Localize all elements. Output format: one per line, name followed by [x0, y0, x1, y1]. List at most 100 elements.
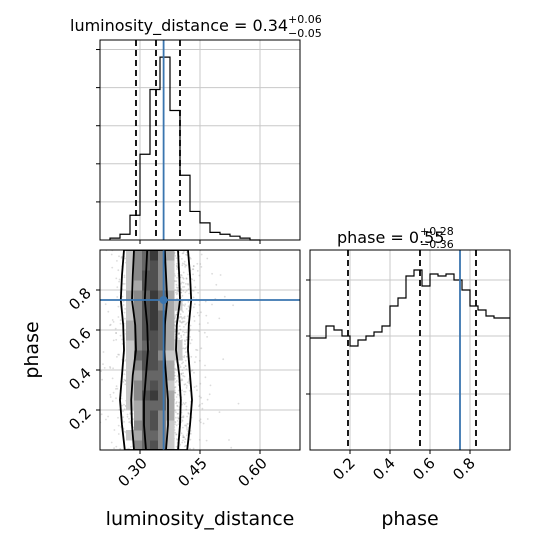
sample-point	[119, 322, 122, 325]
density-block	[166, 290, 175, 301]
density-block	[134, 340, 143, 351]
sample-point	[174, 275, 177, 277]
sample-point	[180, 432, 183, 435]
sample-point	[174, 315, 177, 317]
sample-point	[120, 257, 123, 259]
density-block	[134, 380, 143, 391]
sample-point	[94, 286, 96, 288]
sample-point	[176, 438, 178, 440]
sample-point	[190, 369, 193, 372]
sample-point	[177, 412, 180, 415]
sample-point	[184, 323, 187, 326]
density-block	[134, 280, 143, 291]
sample-point	[113, 429, 116, 431]
title-luminosity-distance: luminosity_distance = 0.34 +0.06 −0.05	[70, 13, 322, 40]
sample-point	[116, 387, 119, 390]
sample-point	[185, 427, 188, 429]
sample-point	[109, 366, 111, 368]
density-block	[174, 350, 183, 361]
hist-ld-steps	[109, 56, 260, 241]
sample-point	[200, 253, 203, 256]
sample-point	[181, 416, 184, 418]
joint-contour-2	[119, 250, 193, 450]
density-block	[166, 270, 175, 281]
density-block	[150, 410, 159, 421]
sample-point	[123, 311, 126, 314]
sample-point	[184, 424, 186, 427]
density-block	[142, 290, 151, 301]
density-block	[150, 400, 159, 411]
sample-point	[180, 316, 183, 319]
sample-point	[115, 388, 117, 390]
sample-point	[195, 356, 197, 358]
sample-point	[181, 281, 184, 284]
sample-point	[186, 385, 188, 387]
sample-point	[110, 253, 113, 256]
density-block	[134, 400, 143, 411]
sample-point	[187, 288, 190, 291]
sample-point	[116, 286, 119, 289]
sample-point	[191, 289, 194, 292]
sample-point	[193, 371, 195, 374]
sample-point	[185, 322, 188, 325]
sample-point	[181, 264, 184, 267]
x-tick-label-phase-0: 0.2	[329, 454, 359, 484]
sample-point	[182, 330, 184, 333]
sample-point	[182, 415, 185, 417]
sample-point	[181, 362, 183, 365]
sample-point	[182, 436, 185, 438]
sample-point	[199, 382, 202, 385]
sample-point	[177, 416, 179, 419]
density-block	[166, 370, 175, 381]
sample-point	[195, 385, 198, 387]
sample-point	[211, 303, 213, 306]
sample-point	[183, 355, 186, 357]
sample-point	[183, 286, 186, 288]
density-block	[166, 330, 175, 341]
sample-point	[186, 381, 189, 384]
density-block	[142, 340, 151, 351]
sample-point	[174, 367, 177, 370]
sample-point	[117, 305, 120, 308]
density-block	[134, 270, 143, 281]
y-axis-label-phase: phase	[21, 321, 43, 378]
sample-point	[181, 294, 184, 297]
density-block	[150, 250, 159, 261]
sample-point	[182, 436, 185, 439]
sample-point	[123, 283, 126, 285]
sample-point	[180, 334, 183, 337]
sample-point	[178, 332, 180, 335]
density-block	[126, 280, 135, 291]
sample-point	[198, 395, 201, 398]
title-ld-prefix: luminosity_distance = 0.34	[70, 16, 288, 36]
sample-point	[181, 389, 183, 392]
sample-point	[208, 393, 211, 396]
sample-point	[101, 378, 103, 381]
sample-point	[185, 277, 188, 280]
sample-point	[118, 255, 120, 258]
sample-point	[193, 315, 196, 318]
sample-point	[189, 447, 191, 450]
density-block	[158, 380, 167, 391]
sample-point	[182, 361, 185, 364]
density-block	[158, 350, 167, 361]
sample-point	[189, 336, 191, 338]
sample-point	[175, 257, 178, 259]
sample-point	[112, 367, 114, 370]
sample-point	[111, 319, 114, 321]
sample-point	[104, 303, 107, 306]
sample-point	[181, 369, 184, 371]
sample-point	[112, 339, 115, 342]
density-block	[158, 400, 167, 411]
sample-point	[198, 404, 201, 406]
sample-point	[181, 441, 184, 444]
sample-point	[186, 434, 188, 437]
sample-point	[175, 283, 178, 286]
sample-point	[198, 419, 201, 422]
sample-point	[117, 316, 120, 318]
sample-point	[111, 266, 114, 269]
density-block	[150, 260, 159, 271]
density-block	[166, 250, 175, 261]
sample-point	[176, 290, 178, 292]
sample-point	[179, 276, 182, 279]
